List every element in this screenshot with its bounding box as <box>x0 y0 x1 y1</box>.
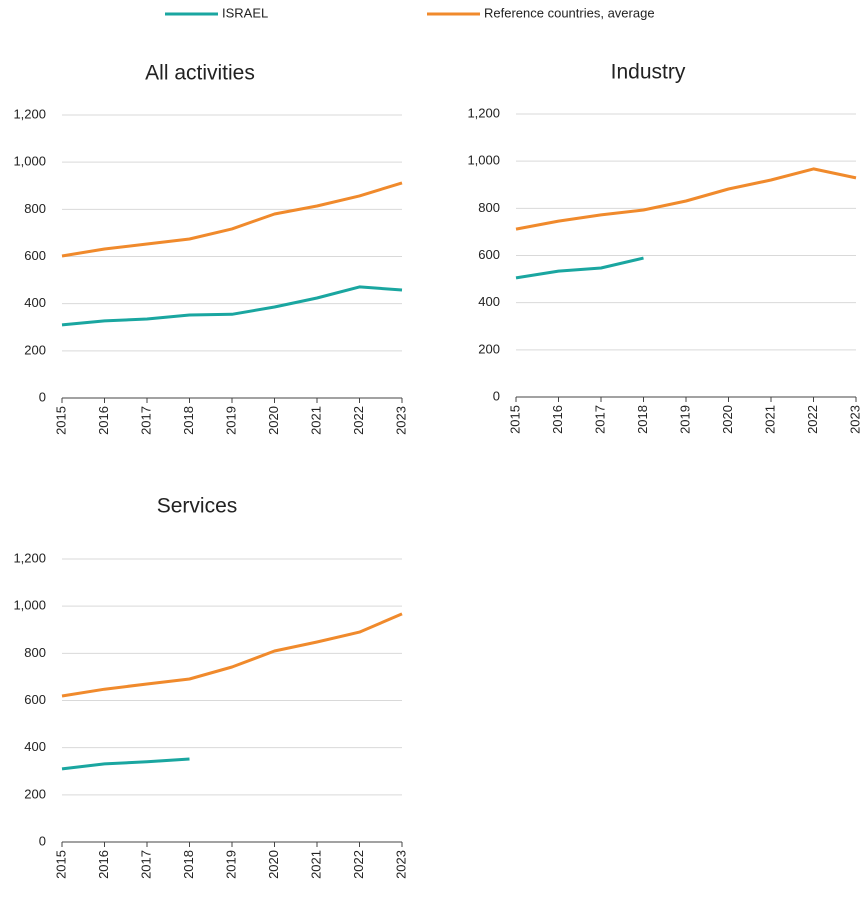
y-tick-label: 1,000 <box>13 598 46 613</box>
x-tick-label: 2022 <box>351 406 366 435</box>
y-tick-label: 800 <box>478 200 500 215</box>
x-tick-label: 2016 <box>550 405 565 434</box>
x-tick-label: 2019 <box>677 405 692 434</box>
x-tick-label: 2020 <box>720 405 735 434</box>
y-tick-label: 400 <box>24 295 46 310</box>
line-series <box>61 181 403 258</box>
y-tick-label: 0 <box>493 388 500 403</box>
y-tick-label: 1,200 <box>13 106 46 121</box>
y-tick-label: 600 <box>24 248 46 263</box>
y-tick-label: 200 <box>478 341 500 356</box>
y-tick-label: 600 <box>478 247 500 262</box>
y-tick-label: 800 <box>24 201 46 216</box>
chart-title: Services <box>157 495 238 518</box>
x-tick-label: 2016 <box>96 850 111 879</box>
x-tick-label: 2018 <box>635 405 650 434</box>
x-tick-label: 2019 <box>223 850 238 879</box>
y-tick-label: 0 <box>39 833 46 848</box>
x-tick-label: 2021 <box>308 850 323 879</box>
x-tick-label: 2021 <box>308 406 323 435</box>
line-series <box>515 167 857 231</box>
y-tick-label: 0 <box>39 389 46 404</box>
y-tick-label: 800 <box>24 645 46 660</box>
line-series <box>61 757 190 771</box>
y-tick-label: 600 <box>24 692 46 707</box>
y-tick-label: 1,200 <box>13 550 46 565</box>
x-tick-label: 2023 <box>393 406 408 435</box>
x-tick-label: 2016 <box>96 406 111 435</box>
x-tick-label: 2015 <box>507 405 522 434</box>
x-tick-label: 2021 <box>762 405 777 434</box>
x-tick-label: 2023 <box>847 405 862 434</box>
y-tick-label: 1,000 <box>467 153 500 168</box>
x-tick-label: 2020 <box>266 850 281 879</box>
chart-title: Industry <box>611 61 686 84</box>
x-tick-label: 2023 <box>393 850 408 879</box>
chart-title: All activities <box>145 62 255 85</box>
line-series <box>61 612 403 698</box>
y-tick-label: 1,000 <box>13 154 46 169</box>
x-tick-label: 2022 <box>351 850 366 879</box>
x-tick-label: 2015 <box>53 406 68 435</box>
line-series <box>515 256 644 280</box>
legend-label: ISRAEL <box>222 5 268 20</box>
y-tick-label: 200 <box>24 786 46 801</box>
y-tick-label: 400 <box>478 294 500 309</box>
legend-label: Reference countries, average <box>484 5 655 20</box>
y-tick-label: 400 <box>24 739 46 754</box>
x-tick-label: 2017 <box>138 850 153 879</box>
x-tick-label: 2019 <box>223 406 238 435</box>
x-tick-label: 2020 <box>266 406 281 435</box>
y-tick-label: 1,200 <box>467 105 500 120</box>
x-tick-label: 2015 <box>53 850 68 879</box>
x-tick-label: 2018 <box>181 406 196 435</box>
x-tick-label: 2017 <box>592 405 607 434</box>
x-tick-label: 2018 <box>181 850 196 879</box>
line-series <box>61 285 403 327</box>
y-tick-label: 200 <box>24 342 46 357</box>
x-tick-label: 2017 <box>138 406 153 435</box>
x-tick-label: 2022 <box>805 405 820 434</box>
